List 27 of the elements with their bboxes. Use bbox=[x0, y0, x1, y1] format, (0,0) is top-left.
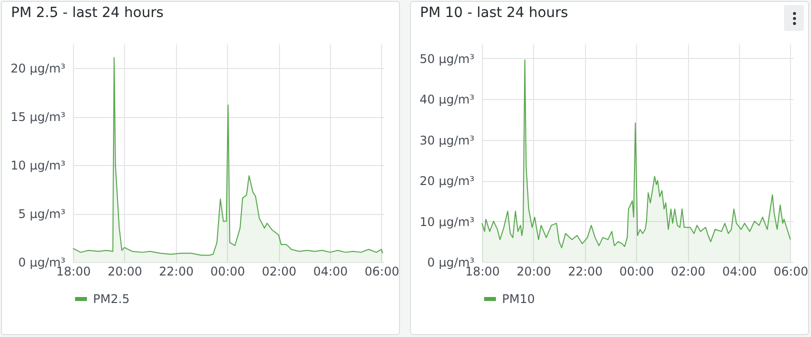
x-tick-label: 06:00 bbox=[774, 264, 808, 278]
x-tick-label: 22:00 bbox=[159, 264, 194, 278]
legend-label: PM2.5 bbox=[93, 292, 130, 306]
y-tick-label: 40 µg/m³ bbox=[420, 92, 475, 107]
y-tick-label: 30 µg/m³ bbox=[420, 133, 475, 148]
x-tick-label: 04:00 bbox=[722, 264, 757, 278]
x-tick-label: 18:00 bbox=[56, 264, 91, 278]
y-tick-label: 15 µg/m³ bbox=[10, 110, 66, 124]
y-tick-label: 20 µg/m³ bbox=[10, 62, 66, 76]
y-tick-label: 10 µg/m³ bbox=[420, 214, 475, 229]
x-tick-label: 04:00 bbox=[313, 264, 348, 278]
x-tick-label: 06:00 bbox=[364, 264, 400, 278]
x-tick-label: 00:00 bbox=[210, 264, 246, 278]
legend-label: PM10 bbox=[502, 292, 535, 306]
chart-title: PM 2.5 - last 24 hours bbox=[11, 5, 164, 21]
x-tick-label: 00:00 bbox=[619, 264, 654, 278]
x-tick-label: 20:00 bbox=[108, 264, 142, 278]
y-tick-label: 50 µg/m³ bbox=[420, 52, 475, 66]
x-tick-label: 20:00 bbox=[516, 264, 552, 278]
y-tick-label: 5 µg/m³ bbox=[18, 207, 66, 222]
chart-title: PM 10 - last 24 hours bbox=[420, 5, 568, 21]
y-tick-label: 20 µg/m³ bbox=[420, 174, 475, 188]
x-tick-label: 02:00 bbox=[670, 264, 706, 278]
y-tick-label: 10 µg/m³ bbox=[10, 158, 66, 173]
x-tick-label: 18:00 bbox=[465, 264, 500, 278]
x-tick-label: 02:00 bbox=[262, 264, 296, 278]
x-tick-label: 22:00 bbox=[568, 264, 603, 278]
